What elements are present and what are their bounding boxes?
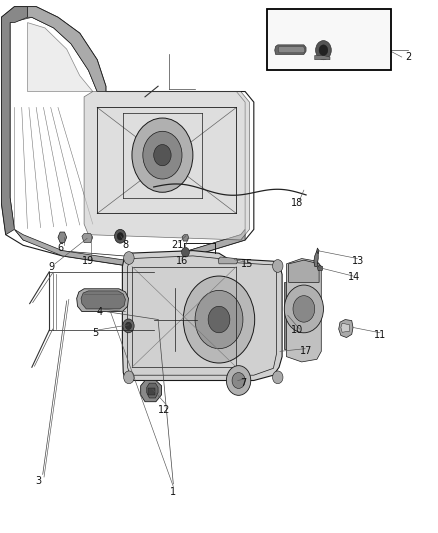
Polygon shape — [122, 251, 282, 381]
Circle shape — [143, 131, 182, 179]
Polygon shape — [218, 257, 238, 264]
Text: 11: 11 — [374, 330, 386, 341]
Circle shape — [208, 306, 230, 333]
Polygon shape — [182, 235, 188, 241]
Polygon shape — [275, 45, 306, 54]
Circle shape — [226, 366, 251, 395]
Text: 10: 10 — [291, 325, 304, 335]
Circle shape — [293, 296, 315, 322]
Circle shape — [115, 229, 126, 243]
Text: 7: 7 — [240, 378, 246, 388]
Circle shape — [184, 276, 254, 363]
Polygon shape — [317, 248, 319, 254]
Circle shape — [232, 373, 245, 389]
Circle shape — [182, 247, 189, 257]
Circle shape — [123, 319, 134, 333]
Text: 17: 17 — [300, 346, 312, 357]
Polygon shape — [84, 92, 250, 240]
Circle shape — [316, 41, 331, 60]
Text: 15: 15 — [241, 259, 254, 269]
Text: 1: 1 — [170, 487, 177, 497]
Circle shape — [195, 290, 243, 349]
Text: 13: 13 — [352, 256, 364, 266]
Text: 5: 5 — [92, 328, 98, 338]
Text: 8: 8 — [122, 240, 128, 251]
Circle shape — [132, 118, 193, 192]
Polygon shape — [1, 7, 28, 235]
Polygon shape — [77, 289, 128, 312]
Text: 12: 12 — [159, 405, 171, 415]
Polygon shape — [341, 323, 350, 332]
Text: 19: 19 — [82, 256, 95, 266]
Text: 14: 14 — [348, 272, 360, 282]
FancyBboxPatch shape — [267, 10, 391, 70]
Polygon shape — [148, 389, 155, 395]
Circle shape — [154, 144, 171, 166]
Polygon shape — [141, 381, 162, 402]
Polygon shape — [28, 7, 106, 92]
Text: 2: 2 — [405, 52, 411, 62]
Polygon shape — [318, 265, 322, 271]
Polygon shape — [278, 46, 305, 53]
Polygon shape — [58, 232, 67, 243]
Circle shape — [319, 45, 328, 55]
Circle shape — [124, 371, 134, 384]
Polygon shape — [286, 259, 321, 362]
Text: 6: 6 — [57, 243, 63, 253]
Polygon shape — [289, 260, 319, 282]
Circle shape — [284, 285, 323, 333]
Circle shape — [272, 260, 283, 272]
Bar — [284, 282, 294, 349]
Circle shape — [117, 232, 123, 240]
Polygon shape — [339, 319, 353, 337]
Polygon shape — [28, 22, 93, 92]
Circle shape — [124, 252, 134, 264]
Polygon shape — [147, 383, 158, 398]
Text: 16: 16 — [176, 256, 188, 266]
Text: 9: 9 — [48, 262, 54, 271]
Text: 4: 4 — [96, 306, 102, 317]
Polygon shape — [82, 233, 93, 243]
Polygon shape — [14, 229, 245, 266]
Text: 18: 18 — [291, 198, 304, 208]
Circle shape — [125, 322, 131, 329]
Text: 21: 21 — [171, 240, 184, 251]
Text: 3: 3 — [35, 477, 42, 486]
Circle shape — [272, 371, 283, 384]
Polygon shape — [81, 291, 125, 309]
Polygon shape — [315, 55, 330, 60]
Polygon shape — [314, 251, 318, 266]
